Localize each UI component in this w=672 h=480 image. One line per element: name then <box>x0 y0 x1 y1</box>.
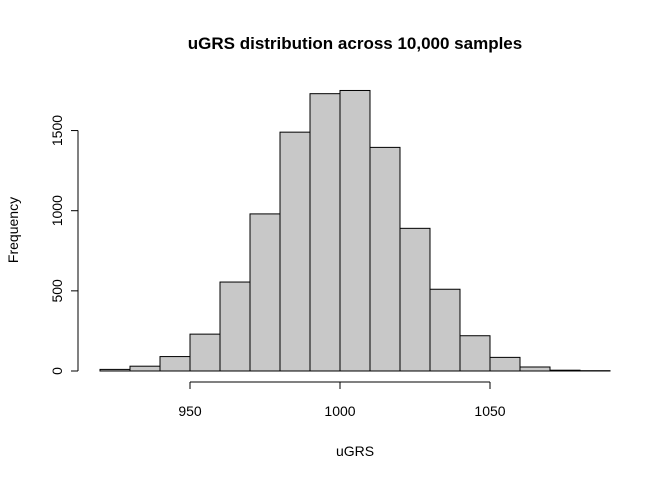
y-tick-label: 1000 <box>49 195 65 226</box>
histogram-bar <box>519 366 551 372</box>
histogram-bar <box>129 365 161 372</box>
x-tick-label: 1000 <box>324 403 355 419</box>
x-axis: 950 1000 1050 <box>178 381 506 419</box>
histogram-bar <box>459 335 491 372</box>
histogram-bar <box>429 288 461 372</box>
y-axis: 0 500 1000 1500 <box>49 115 79 375</box>
histogram-bar <box>159 356 191 372</box>
histogram-bar <box>489 356 521 372</box>
y-tick-label: 1500 <box>49 115 65 146</box>
histogram-bar <box>399 227 431 372</box>
histogram-bar <box>279 131 311 372</box>
x-axis-label: uGRS <box>336 443 374 459</box>
histogram-bar <box>309 93 341 372</box>
histogram-bar <box>369 146 401 372</box>
y-tick-label: 500 <box>49 279 65 303</box>
histogram-bar <box>219 281 251 372</box>
histogram-bar <box>189 333 221 372</box>
histogram-bar <box>339 89 371 372</box>
y-axis-label: Frequency <box>5 197 21 263</box>
x-tick-label: 950 <box>178 403 202 419</box>
x-tick-label: 1050 <box>474 403 505 419</box>
histogram-bar <box>549 369 581 372</box>
histogram-bar <box>249 213 281 372</box>
y-tick-label: 0 <box>49 367 65 375</box>
histogram-bar <box>99 368 131 372</box>
bars-group <box>99 89 611 372</box>
chart-title: uGRS distribution across 10,000 samples <box>188 34 522 53</box>
